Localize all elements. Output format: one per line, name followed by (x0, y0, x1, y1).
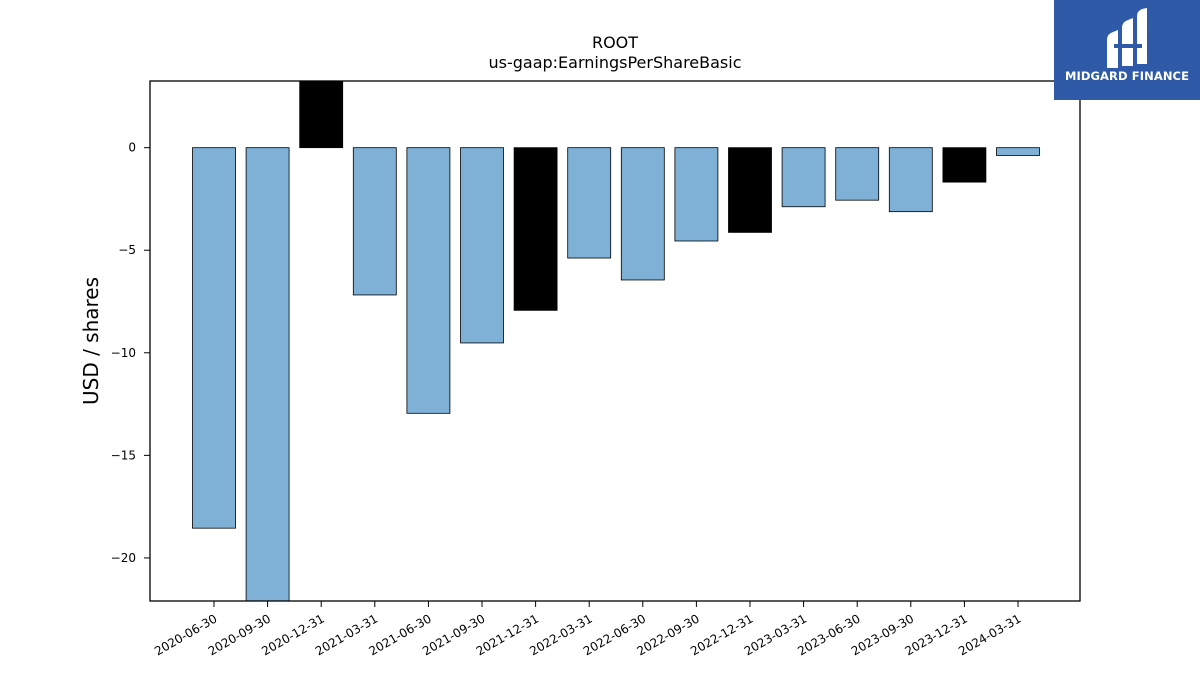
bar-2022-12-31 (728, 147, 772, 233)
bar-2023-09-30 (888, 147, 933, 213)
bar-2023-12-31 (942, 147, 987, 183)
y-tick-label: −15 (111, 448, 136, 462)
bar-2022-03-31 (567, 147, 612, 259)
bar-2023-06-30 (835, 147, 880, 201)
logo-text: MIDGARD FINANCE (1064, 69, 1190, 83)
bar-2024-03-31 (996, 147, 1040, 156)
bars-group (192, 80, 1040, 602)
y-tick-label: −10 (111, 346, 136, 360)
midgard-finance-logo: MIDGARD FINANCE (1054, 0, 1200, 100)
y-axis-label: USD / shares (79, 277, 103, 405)
y-axis: 0 −5 −10 −15 −20 (111, 141, 150, 565)
y-tick-label: 0 (128, 141, 136, 155)
bar-2021-09-30 (460, 147, 504, 344)
chart-subtitle: us-gaap:EarningsPerShareBasic (488, 53, 741, 72)
bar-2020-09-30 (245, 147, 290, 602)
bar-2022-06-30 (620, 147, 665, 281)
bar-2021-03-31 (352, 147, 397, 296)
y-tick-label: −5 (118, 243, 136, 257)
bar-2023-03-31 (781, 147, 826, 208)
bar-2020-12-31 (299, 80, 344, 149)
bar-2021-12-31 (513, 147, 558, 311)
chart-title: ROOT (592, 33, 638, 52)
bar-2022-09-30 (674, 147, 719, 242)
x-axis: 2020-06-302020-09-302020-12-312021-03-31… (152, 601, 1024, 658)
bar-2021-06-30 (406, 147, 451, 414)
y-tick-label: −20 (111, 551, 136, 565)
bar-2020-06-30 (192, 147, 236, 529)
midgard-logo-icon (1104, 8, 1150, 74)
plot-frame (149, 80, 1081, 602)
